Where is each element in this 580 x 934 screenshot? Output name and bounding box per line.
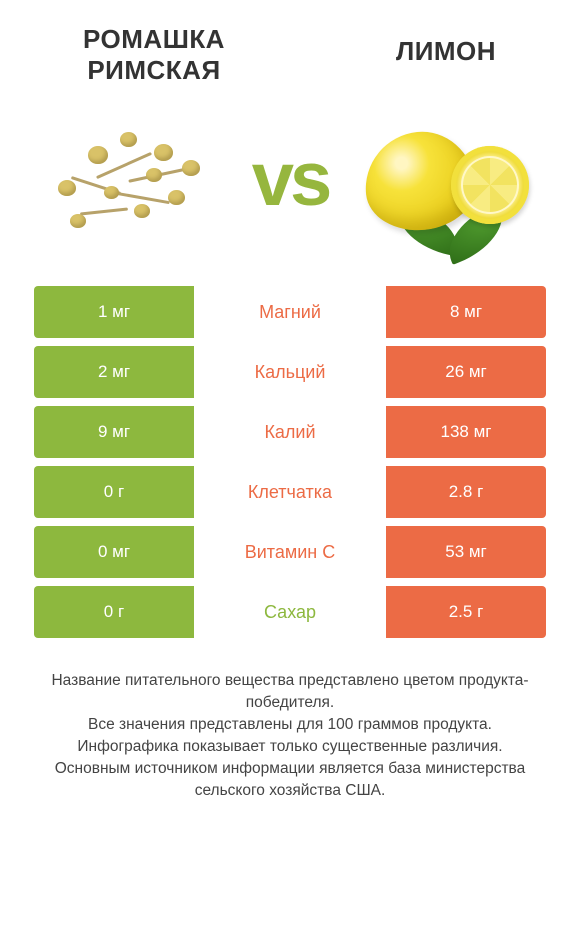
right-value-cell: 138 мг xyxy=(386,406,546,458)
nutrient-label: Калий xyxy=(194,406,386,458)
left-value-cell: 0 г xyxy=(34,586,194,638)
vs-label: vs xyxy=(252,136,329,223)
footer-line: Основным источником информации является … xyxy=(26,758,554,802)
image-row: vs xyxy=(0,86,580,280)
right-product-title: Лимон xyxy=(356,36,536,67)
header: Ромашка римская Лимон xyxy=(0,0,580,86)
left-value-cell: 2 мг xyxy=(34,346,194,398)
footer-line: Все значения представлены для 100 граммо… xyxy=(26,714,554,736)
table-row: 0 гСахар2.5 г xyxy=(34,586,546,638)
right-value-cell: 2.8 г xyxy=(386,466,546,518)
right-value-cell: 2.5 г xyxy=(386,586,546,638)
left-value-cell: 1 мг xyxy=(34,286,194,338)
left-value-cell: 9 мг xyxy=(34,406,194,458)
table-row: 0 мгВитамин C53 мг xyxy=(34,526,546,578)
footer-line: Инфографика показывает только существенн… xyxy=(26,736,554,758)
right-value-cell: 26 мг xyxy=(386,346,546,398)
table-row: 9 мгКалий138 мг xyxy=(34,406,546,458)
right-product-image xyxy=(350,104,540,254)
table-row: 1 мгМагний8 мг xyxy=(34,286,546,338)
nutrient-label: Кальций xyxy=(194,346,386,398)
right-value-cell: 53 мг xyxy=(386,526,546,578)
left-product-title: Ромашка римская xyxy=(44,24,264,86)
comparison-table: 1 мгМагний8 мг2 мгКальций26 мг9 мгКалий1… xyxy=(34,286,546,638)
nutrient-label: Клетчатка xyxy=(194,466,386,518)
left-value-cell: 0 г xyxy=(34,466,194,518)
nutrient-label: Витамин C xyxy=(194,526,386,578)
table-row: 0 гКлетчатка2.8 г xyxy=(34,466,546,518)
left-value-cell: 0 мг xyxy=(34,526,194,578)
lemon-icon xyxy=(355,104,535,254)
table-row: 2 мгКальций26 мг xyxy=(34,346,546,398)
nutrient-label: Магний xyxy=(194,286,386,338)
footer-notes: Название питательного вещества представл… xyxy=(26,670,554,802)
nutrient-label: Сахар xyxy=(194,586,386,638)
right-value-cell: 8 мг xyxy=(386,286,546,338)
left-product-image xyxy=(40,104,230,254)
chamomile-icon xyxy=(50,124,220,234)
footer-line: Название питательного вещества представл… xyxy=(26,670,554,714)
